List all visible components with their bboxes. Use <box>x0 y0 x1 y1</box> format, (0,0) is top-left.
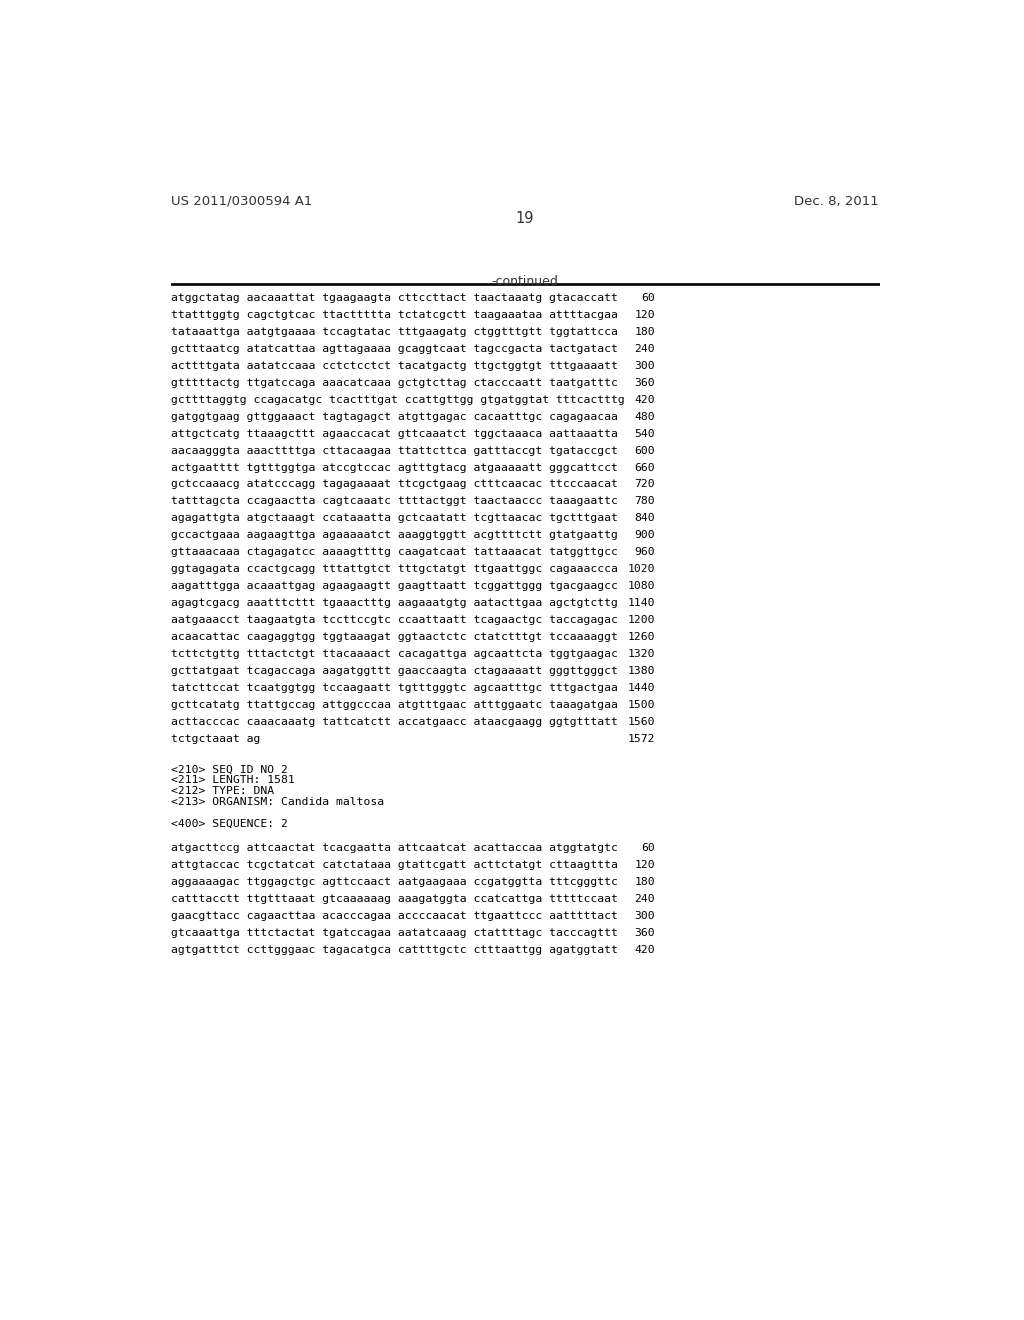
Text: gttaaacaaa ctagagatcc aaaagttttg caagatcaat tattaaacat tatggttgcc: gttaaacaaa ctagagatcc aaaagttttg caagatc… <box>171 548 617 557</box>
Text: <212> TYPE: DNA: <212> TYPE: DNA <box>171 785 273 796</box>
Text: 900: 900 <box>635 531 655 540</box>
Text: agtgatttct ccttgggaac tagacatgca cattttgctc ctttaattgg agatggtatt: agtgatttct ccttgggaac tagacatgca cattttg… <box>171 945 617 954</box>
Text: 720: 720 <box>635 479 655 490</box>
Text: 840: 840 <box>635 513 655 523</box>
Text: tcttctgttg tttactctgt ttacaaaact cacagattga agcaattcta tggtgaagac: tcttctgttg tttactctgt ttacaaaact cacagat… <box>171 649 617 659</box>
Text: 19: 19 <box>515 211 535 226</box>
Text: 1320: 1320 <box>628 649 655 659</box>
Text: 1020: 1020 <box>628 564 655 574</box>
Text: 180: 180 <box>635 327 655 337</box>
Text: gctttaatcg atatcattaa agttagaaaa gcaggtcaat tagccgacta tactgatact: gctttaatcg atatcattaa agttagaaaa gcaggtc… <box>171 345 617 354</box>
Text: catttacctt ttgtttaaat gtcaaaaaag aaagatggta ccatcattga tttttccaat: catttacctt ttgtttaaat gtcaaaaaag aaagatg… <box>171 894 617 904</box>
Text: 1200: 1200 <box>628 615 655 624</box>
Text: tatttagcta ccagaactta cagtcaaatc ttttactggt taactaaccc taaagaattc: tatttagcta ccagaactta cagtcaaatc ttttact… <box>171 496 617 507</box>
Text: gaacgttacc cagaacttaa acacccagaa accccaacat ttgaattccc aatttttact: gaacgttacc cagaacttaa acacccagaa accccaa… <box>171 911 617 920</box>
Text: gatggtgaag gttggaaact tagtagagct atgttgagac cacaatttgc cagagaacaa: gatggtgaag gttggaaact tagtagagct atgttga… <box>171 412 617 421</box>
Text: ggtagagata ccactgcagg tttattgtct tttgctatgt ttgaattggc cagaaaccca: ggtagagata ccactgcagg tttattgtct tttgcta… <box>171 564 617 574</box>
Text: 960: 960 <box>635 548 655 557</box>
Text: 240: 240 <box>635 345 655 354</box>
Text: acttttgata aatatccaaa cctctcctct tacatgactg ttgctggtgt tttgaaaatt: acttttgata aatatccaaa cctctcctct tacatga… <box>171 360 617 371</box>
Text: ttatttggtg cagctgtcac ttacttttta tctatcgctt taagaaataa attttacgaa: ttatttggtg cagctgtcac ttacttttta tctatcg… <box>171 310 617 319</box>
Text: 1560: 1560 <box>628 717 655 726</box>
Text: 1500: 1500 <box>628 700 655 710</box>
Text: 1080: 1080 <box>628 581 655 591</box>
Text: agagtcgacg aaatttcttt tgaaactttg aagaaatgtg aatacttgaa agctgtcttg: agagtcgacg aaatttcttt tgaaactttg aagaaat… <box>171 598 617 609</box>
Text: aacaagggta aaacttttga cttacaagaa ttattcttca gatttaccgt tgataccgct: aacaagggta aaacttttga cttacaagaa ttattct… <box>171 446 617 455</box>
Text: <400> SEQUENCE: 2: <400> SEQUENCE: 2 <box>171 818 288 828</box>
Text: 360: 360 <box>635 378 655 388</box>
Text: tataaattga aatgtgaaaa tccagtatac tttgaagatg ctggtttgtt tggtattcca: tataaattga aatgtgaaaa tccagtatac tttgaag… <box>171 327 617 337</box>
Text: 300: 300 <box>635 911 655 920</box>
Text: 180: 180 <box>635 876 655 887</box>
Text: 120: 120 <box>635 310 655 319</box>
Text: 1380: 1380 <box>628 665 655 676</box>
Text: 420: 420 <box>635 945 655 954</box>
Text: 1140: 1140 <box>628 598 655 609</box>
Text: acttacccac caaacaaatg tattcatctt accatgaacc ataacgaagg ggtgtttatt: acttacccac caaacaaatg tattcatctt accatga… <box>171 717 617 726</box>
Text: 60: 60 <box>641 293 655 304</box>
Text: tctgctaaat ag: tctgctaaat ag <box>171 734 260 743</box>
Text: US 2011/0300594 A1: US 2011/0300594 A1 <box>171 194 312 207</box>
Text: attgctcatg ttaaagcttt agaaccacat gttcaaatct tggctaaaca aattaaatta: attgctcatg ttaaagcttt agaaccacat gttcaaa… <box>171 429 617 438</box>
Text: 540: 540 <box>635 429 655 438</box>
Text: agagattgta atgctaaagt ccataaatta gctcaatatt tcgttaacac tgctttgaat: agagattgta atgctaaagt ccataaatta gctcaat… <box>171 513 617 523</box>
Text: 300: 300 <box>635 360 655 371</box>
Text: gctccaaacg atatcccagg tagagaaaat ttcgctgaag ctttcaacac ttcccaacat: gctccaaacg atatcccagg tagagaaaat ttcgctg… <box>171 479 617 490</box>
Text: <211> LENGTH: 1581: <211> LENGTH: 1581 <box>171 775 294 785</box>
Text: atgacttccg attcaactat tcacgaatta attcaatcat acattaccaa atggtatgtc: atgacttccg attcaactat tcacgaatta attcaat… <box>171 843 617 853</box>
Text: aagatttgga acaaattgag agaagaagtt gaagttaatt tcggattggg tgacgaagcc: aagatttgga acaaattgag agaagaagtt gaagtta… <box>171 581 617 591</box>
Text: gcttatgaat tcagaccaga aagatggttt gaaccaagta ctagaaaatt gggttgggct: gcttatgaat tcagaccaga aagatggttt gaaccaa… <box>171 665 617 676</box>
Text: 660: 660 <box>635 462 655 473</box>
Text: tatcttccat tcaatggtgg tccaagaatt tgtttgggtc agcaatttgc tttgactgaa: tatcttccat tcaatggtgg tccaagaatt tgtttgg… <box>171 682 617 693</box>
Text: atggctatag aacaaattat tgaagaagta cttccttact taactaaatg gtacaccatt: atggctatag aacaaattat tgaagaagta cttcctt… <box>171 293 617 304</box>
Text: acaacattac caagaggtgg tggtaaagat ggtaactctc ctatctttgt tccaaaaggt: acaacattac caagaggtgg tggtaaagat ggtaact… <box>171 632 617 642</box>
Text: 420: 420 <box>635 395 655 405</box>
Text: 60: 60 <box>641 843 655 853</box>
Text: -continued: -continued <box>492 276 558 289</box>
Text: 1572: 1572 <box>628 734 655 743</box>
Text: actgaatttt tgtttggtga atccgtccac agtttgtacg atgaaaaatt gggcattcct: actgaatttt tgtttggtga atccgtccac agtttgt… <box>171 462 617 473</box>
Text: gccactgaaa aagaagttga agaaaaatct aaaggtggtt acgttttctt gtatgaattg: gccactgaaa aagaagttga agaaaaatct aaaggtg… <box>171 531 617 540</box>
Text: gtttttactg ttgatccaga aaacatcaaa gctgtcttag ctacccaatt taatgatttc: gtttttactg ttgatccaga aaacatcaaa gctgtct… <box>171 378 617 388</box>
Text: gcttttaggtg ccagacatgc tcactttgat ccattgttgg gtgatggtat tttcactttg: gcttttaggtg ccagacatgc tcactttgat ccattg… <box>171 395 625 405</box>
Text: 780: 780 <box>635 496 655 507</box>
Text: gcttcatatg ttattgccag attggcccaa atgtttgaac atttggaatc taaagatgaa: gcttcatatg ttattgccag attggcccaa atgtttg… <box>171 700 617 710</box>
Text: 1440: 1440 <box>628 682 655 693</box>
Text: 480: 480 <box>635 412 655 421</box>
Text: 1260: 1260 <box>628 632 655 642</box>
Text: gtcaaattga tttctactat tgatccagaa aatatcaaag ctattttagc tacccagttt: gtcaaattga tttctactat tgatccagaa aatatca… <box>171 928 617 937</box>
Text: 600: 600 <box>635 446 655 455</box>
Text: Dec. 8, 2011: Dec. 8, 2011 <box>795 194 879 207</box>
Text: attgtaccac tcgctatcat catctataaa gtattcgatt acttctatgt cttaagttta: attgtaccac tcgctatcat catctataaa gtattcg… <box>171 859 617 870</box>
Text: aatgaaacct taagaatgta tccttccgtc ccaattaatt tcagaactgc taccagagac: aatgaaacct taagaatgta tccttccgtc ccaatta… <box>171 615 617 624</box>
Text: <210> SEQ ID NO 2: <210> SEQ ID NO 2 <box>171 764 288 775</box>
Text: 120: 120 <box>635 859 655 870</box>
Text: <213> ORGANISM: Candida maltosa: <213> ORGANISM: Candida maltosa <box>171 797 384 807</box>
Text: 240: 240 <box>635 894 655 904</box>
Text: aggaaaagac ttggagctgc agttccaact aatgaagaaa ccgatggtta tttcgggttc: aggaaaagac ttggagctgc agttccaact aatgaag… <box>171 876 617 887</box>
Text: 360: 360 <box>635 928 655 937</box>
